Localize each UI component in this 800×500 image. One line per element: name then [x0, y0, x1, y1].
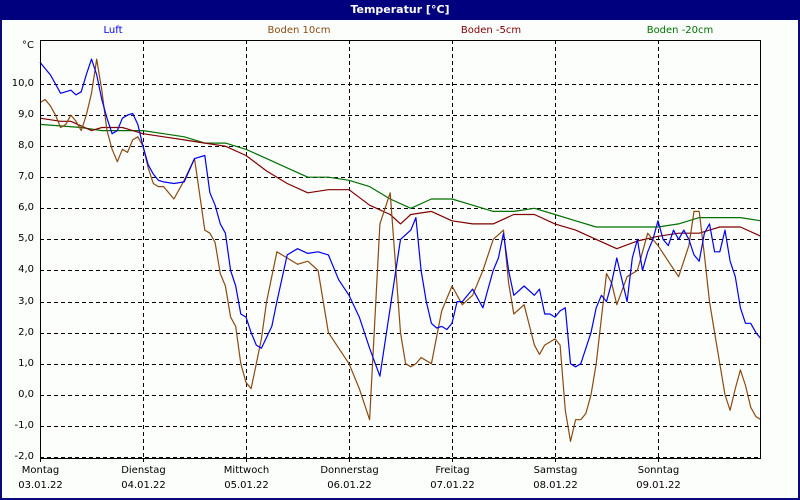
y-tick-label: -1,0	[14, 419, 34, 431]
x-tick-label: Donnerstag 06.01.22	[320, 465, 379, 491]
legend-item: Boden -20cm	[646, 25, 714, 36]
y-tick-label: 5,0	[18, 232, 34, 244]
x-tick-label: Samstag 08.01.22	[533, 465, 578, 491]
x-tick-label: Montag 03.01.22	[18, 465, 63, 491]
y-axis-unit: °C	[22, 40, 34, 51]
y-tick-label: 9,0	[18, 108, 34, 120]
y-tick-label: 0,0	[18, 388, 34, 400]
y-tick-label: 4,0	[18, 263, 34, 275]
plot-frame	[40, 40, 761, 459]
series-line-luft	[39, 58, 762, 377]
y-tick-label: 10,0	[11, 77, 34, 89]
window-title: Temperatur [°C]	[0, 0, 800, 20]
legend-item: Boden -5cm	[460, 25, 522, 36]
legend-item: Luft	[103, 25, 123, 36]
x-tick-label: Dienstag 04.01.22	[121, 465, 166, 491]
y-tick-label: -2,0	[14, 450, 34, 462]
x-tick-label: Sonntag 09.01.22	[636, 465, 681, 491]
series-line-boden-10cm	[39, 58, 762, 442]
y-tick-label: 1,0	[18, 357, 34, 369]
y-tick-label: 7,0	[18, 170, 34, 182]
series-line-boden-20cm	[39, 123, 762, 228]
y-tick-label: 3,0	[18, 295, 34, 307]
x-tick-label: Freitag 07.01.22	[430, 465, 475, 491]
y-tick-label: 2,0	[18, 326, 34, 338]
y-tick-label: 8,0	[18, 139, 34, 151]
series-line-boden-5cm	[39, 117, 762, 250]
legend-item: Boden 10cm	[267, 25, 331, 36]
y-tick-label: 6,0	[18, 201, 34, 213]
x-tick-label: Mittwoch 05.01.22	[223, 465, 270, 491]
